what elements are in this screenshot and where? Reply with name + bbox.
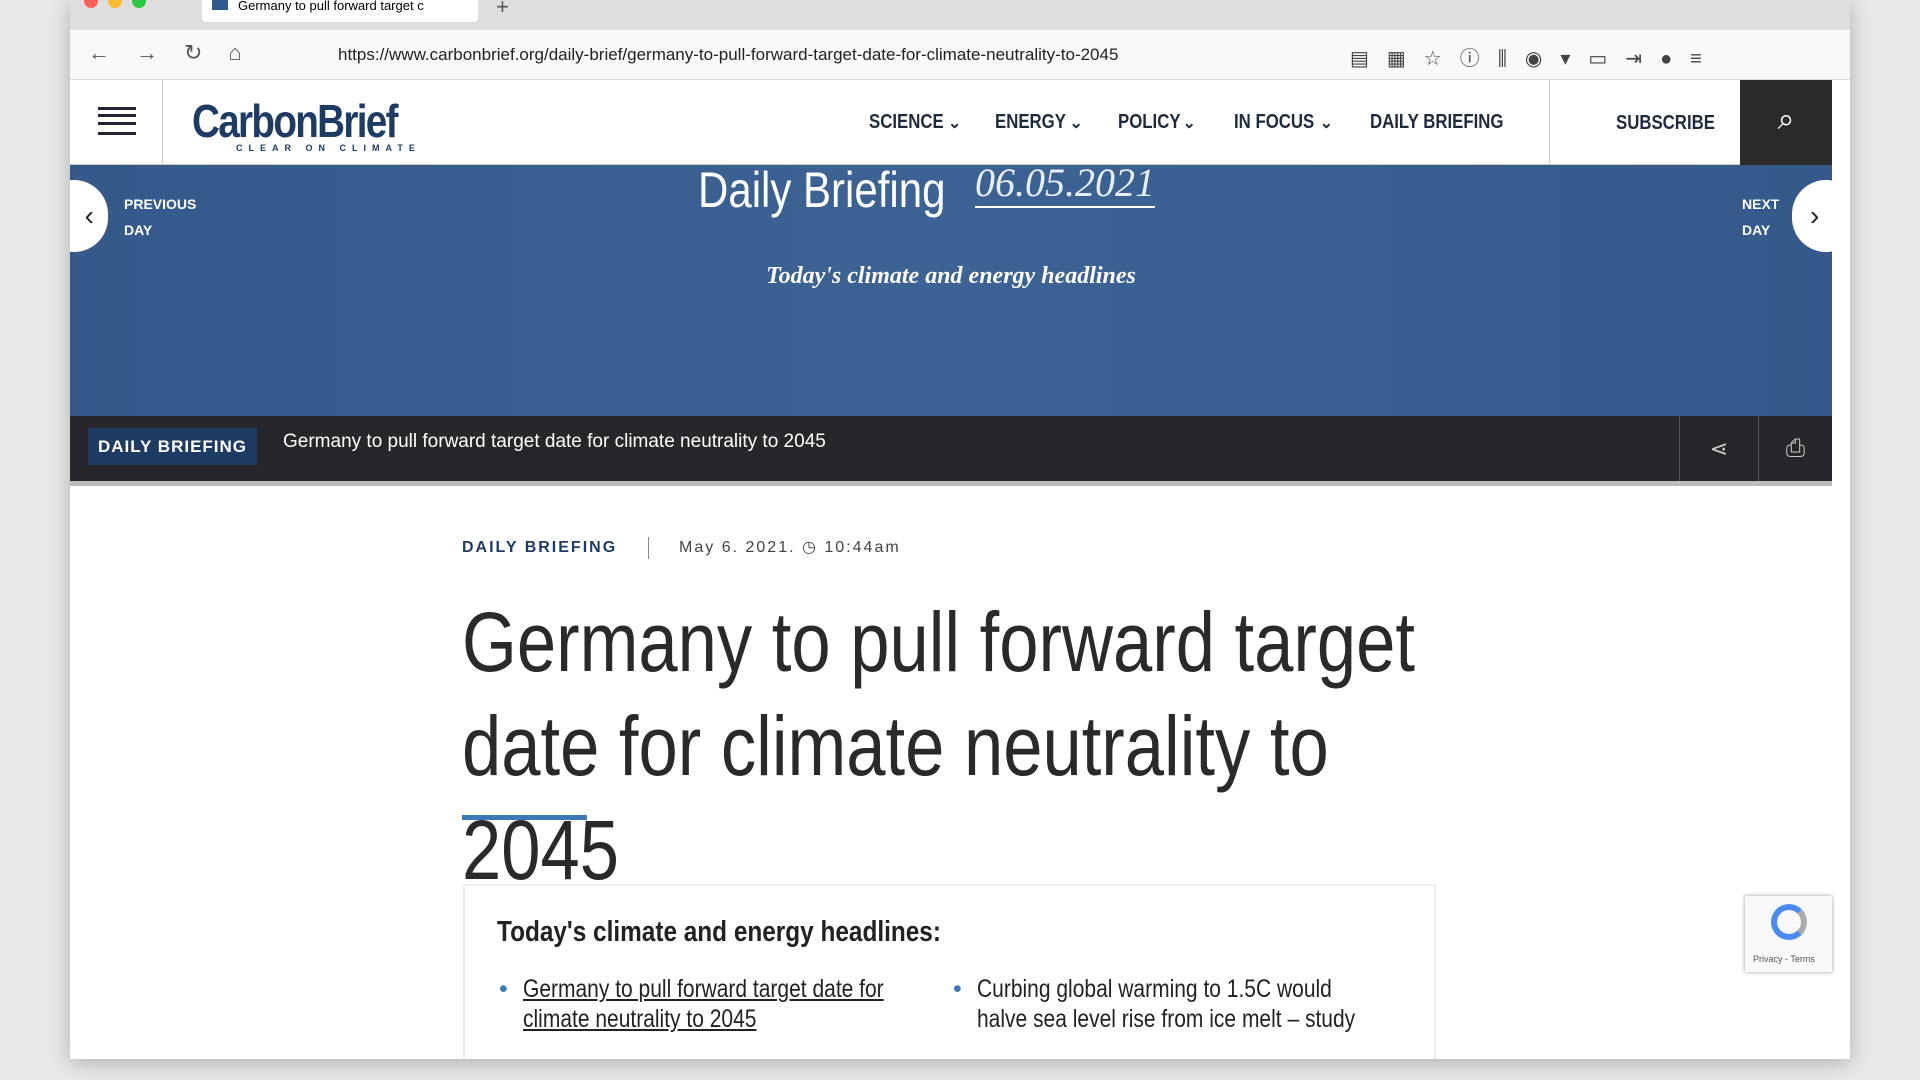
title-rule — [462, 815, 587, 820]
share-button[interactable]: ⋖ — [1679, 416, 1758, 481]
nav-label: ENERGY — [995, 111, 1066, 133]
nav-buttons[interactable]: ←→↻⌂ — [88, 40, 268, 65]
tab-title: Germany to pull forward target c — [238, 0, 424, 13]
url-bar[interactable]: https://www.carbonbrief.org/daily-brief/… — [260, 36, 1560, 74]
article-time: 10:44am — [824, 539, 901, 557]
site-header: CarbonBrief CLEAR ON CLIMATE SCIENCE ⌄ ENE… — [70, 80, 1832, 165]
nav-item[interactable]: POLICY ⌄ — [1118, 111, 1196, 133]
toolbar-icons: ▤▦☆ⓘ⫼◉▾▭⇥●≡ — [1350, 48, 1720, 70]
tab[interactable]: Germany to pull forward target c — [202, 0, 478, 22]
nav-label: SCIENCE — [869, 111, 944, 133]
tab-strip: Germany to pull forward target c + — [70, 0, 1850, 30]
recaptcha[interactable]: Privacy - Terms — [1745, 896, 1832, 972]
hero: Daily Briefing 06.05.2021 Today's climat… — [70, 160, 1850, 416]
hero-subtitle: Today's climate and energy headlines — [766, 263, 1136, 289]
nav-label: IN FOCUS — [1234, 111, 1315, 133]
article-meta: DAILY BRIEFING May 6. 2021. ◷ 10:44am — [462, 537, 901, 559]
url: https://www.carbonbrief.org/daily-brief/… — [338, 45, 1119, 64]
hero-title: Daily Briefing — [698, 162, 946, 218]
breadcrumb-bar: DAILY BRIEFING Germany to pull forward t… — [70, 416, 1832, 486]
hero-date[interactable]: 06.05.2021 — [975, 159, 1155, 208]
print-button[interactable]: ⎙ — [1758, 416, 1832, 481]
article-title: Germany to pull forward target date for … — [462, 595, 1415, 897]
headline-item[interactable]: • Germany to pull forward target date for… — [499, 975, 884, 1033]
nav-item[interactable]: SCIENCE ⌄ — [869, 111, 962, 133]
headline-item[interactable]: • Curbing global warming to 1.5C would ha… — [953, 975, 1356, 1033]
subscribe[interactable]: SUBSCRIBE — [1549, 80, 1741, 165]
article-category[interactable]: DAILY BRIEFING — [462, 539, 618, 557]
tagline: CLEAR ON CLIMATE — [236, 143, 421, 153]
article-date: May 6. 2021. — [679, 539, 796, 557]
window-controls — [84, 0, 146, 13]
nav-item[interactable]: IN FOCUS ⌄ — [1234, 111, 1333, 133]
nav-label: DAILY BRIEFING — [1370, 111, 1504, 133]
breadcrumb-headline: Germany to pull forward target date for … — [283, 431, 826, 452]
logo[interactable]: CarbonBrief — [192, 95, 398, 147]
nav-label: POLICY — [1118, 111, 1181, 133]
search-button[interactable]: ⌕ — [1740, 80, 1832, 165]
headlines-box: Today's climate and energy headlines: • G… — [463, 884, 1436, 1059]
nav-item[interactable]: DAILY BRIEFING — [1370, 111, 1529, 134]
nav-item[interactable]: ENERGY ⌄ — [995, 111, 1083, 133]
menu-button[interactable] — [70, 80, 163, 165]
toolbar: ←→↻⌂ https://www.carbonbrief.org/daily-b… — [70, 30, 1850, 80]
breadcrumb-badge[interactable]: DAILY BRIEFING — [88, 428, 257, 465]
headlines-heading: Today's climate and energy headlines: — [497, 916, 941, 948]
new-tab[interactable]: + — [496, 0, 509, 19]
browser-window: Germany to pull forward target c + ←→↻⌂ … — [70, 0, 1850, 1059]
